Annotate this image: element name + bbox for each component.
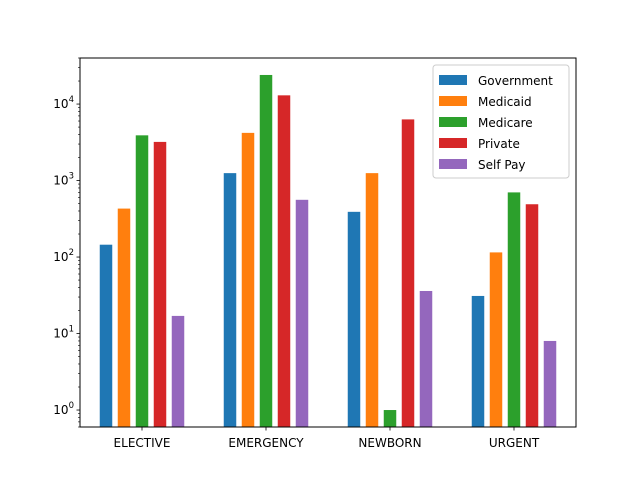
bar-medicare-urgent [507,192,521,427]
y-tick-label: 102 [53,248,74,264]
legend-swatch [439,117,467,127]
bar-medicare-emergency [259,74,273,427]
bar-private-urgent [525,204,539,427]
bar-self-pay-urgent [543,340,557,427]
bar-medicare-elective [135,135,149,427]
legend-label: Self Pay [478,158,526,172]
bar-government-emergency [223,173,237,427]
legend-swatch [439,138,467,148]
bar-medicare-newborn [383,410,397,427]
legend-swatch [439,159,467,169]
bar-medicaid-emergency [241,132,255,428]
legend-label: Medicare [478,116,533,130]
bar-government-newborn [347,211,361,427]
x-tick-label: EMERGENCY [228,436,304,450]
bar-government-urgent [471,295,485,427]
bar-medicaid-newborn [365,173,379,427]
bar-self-pay-elective [171,315,185,427]
legend-label: Medicaid [478,95,532,109]
x-tick-label: NEWBORN [358,436,421,450]
bar-government-elective [99,244,113,427]
legend-label: Private [478,137,520,151]
legend-swatch [439,96,467,106]
legend-box [432,64,570,179]
bars-group [99,74,557,428]
bar-private-newborn [401,119,415,428]
y-axis: 100 101 102 103 104 [53,57,80,428]
bar-medicaid-urgent [489,252,503,427]
bar-self-pay-emergency [295,199,309,427]
bar-self-pay-newborn [419,290,433,427]
x-tick-label: URGENT [489,436,540,450]
y-tick-label: 101 [53,325,74,341]
legend-swatch [439,75,467,85]
bar-private-elective [153,141,167,427]
bar-medicaid-elective [117,208,131,427]
legend-label: Government [478,74,553,88]
y-tick-label: 100 [53,401,74,417]
bar-private-emergency [277,95,291,428]
x-tick-label: ELECTIVE [114,436,171,450]
y-tick-label: 104 [53,95,74,111]
legend: Government Medicaid Medicare Private Self Pa… [432,64,570,179]
x-axis: ELECTIVE EMERGENCY NEWBORN URGENT [114,427,540,450]
plot-frame [79,57,577,428]
y-tick-label: 103 [53,172,74,188]
